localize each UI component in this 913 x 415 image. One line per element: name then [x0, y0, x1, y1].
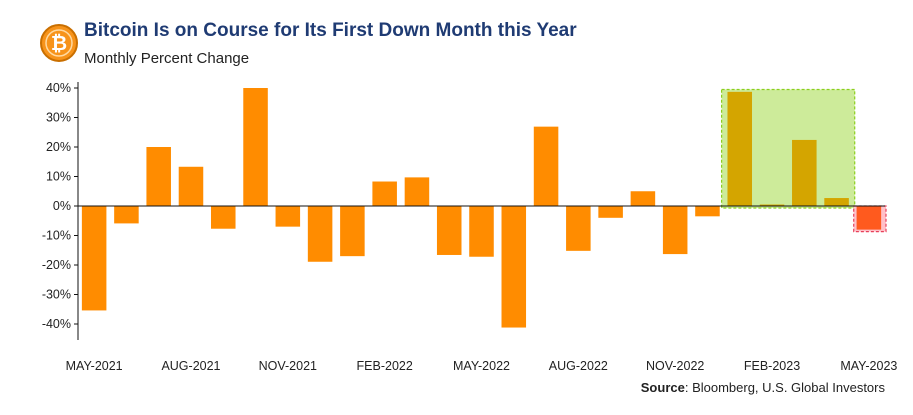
bitcoin-logo-glyph: ₿	[51, 31, 67, 55]
y-tick-label: 10%	[46, 170, 71, 184]
bar-jul-2021	[146, 147, 171, 206]
y-tick-label: 30%	[46, 111, 71, 125]
x-tick-label: FEB-2023	[744, 359, 800, 373]
bar-feb-2023	[759, 204, 785, 206]
bar-may-2023	[856, 206, 882, 230]
source-text: : Bloomberg, U.S. Global Investors	[684, 380, 885, 395]
bar-dec-2021	[307, 206, 333, 262]
x-tick-label: NOV-2021	[259, 359, 317, 373]
x-tick-label: AUG-2022	[549, 359, 608, 373]
x-tick-label: NOV-2022	[646, 359, 704, 373]
bar-sep-2021	[210, 206, 236, 229]
bar-jan-2023	[727, 91, 753, 206]
bitcoin-logo-icon: ₿	[40, 24, 78, 62]
y-tick-label: 0%	[53, 199, 71, 213]
bar-may-2022	[469, 206, 494, 257]
y-tick-label: -10%	[42, 229, 71, 243]
source-note: Source: Bloomberg, U.S. Global Investors	[641, 380, 885, 395]
bar-nov-2021	[275, 206, 301, 227]
bar-sep-2022	[598, 206, 623, 218]
bar-mar-2023	[792, 139, 817, 206]
bar-feb-2022	[372, 181, 397, 206]
x-tick-label: FEB-2022	[357, 359, 413, 373]
bar-apr-2023	[824, 198, 849, 206]
bar-aug-2022	[566, 206, 591, 251]
bar-mar-2022	[404, 177, 430, 206]
bar-oct-2021	[243, 88, 268, 206]
x-tick-label: MAY-2022	[453, 359, 510, 373]
bar-jun-2021	[114, 206, 139, 224]
source-label: Source	[640, 380, 685, 395]
y-tick-label: -40%	[42, 317, 71, 331]
chart-subtitle: Monthly Percent Change	[84, 50, 250, 67]
bar-jul-2022	[533, 126, 559, 206]
bar-jan-2022	[340, 206, 365, 257]
y-tick-label: 20%	[46, 140, 71, 154]
bar-may-2021	[81, 206, 107, 311]
bar-nov-2022	[662, 206, 688, 255]
x-tick-label: MAY-2021	[66, 359, 123, 373]
bar-jun-2022	[501, 206, 527, 328]
x-tick-label: AUG-2021	[161, 359, 220, 373]
chart-title: Bitcoin Is on Course for Its First Down …	[84, 20, 577, 41]
y-tick-label: -20%	[42, 258, 71, 272]
bar-oct-2022	[630, 191, 656, 206]
bar-aug-2021	[178, 166, 204, 206]
y-tick-label: 40%	[46, 81, 71, 95]
bar-apr-2022	[436, 206, 462, 255]
x-tick-label: MAY-2023	[840, 359, 897, 373]
y-tick-label: -30%	[42, 288, 71, 302]
bar-dec-2022	[695, 206, 720, 217]
